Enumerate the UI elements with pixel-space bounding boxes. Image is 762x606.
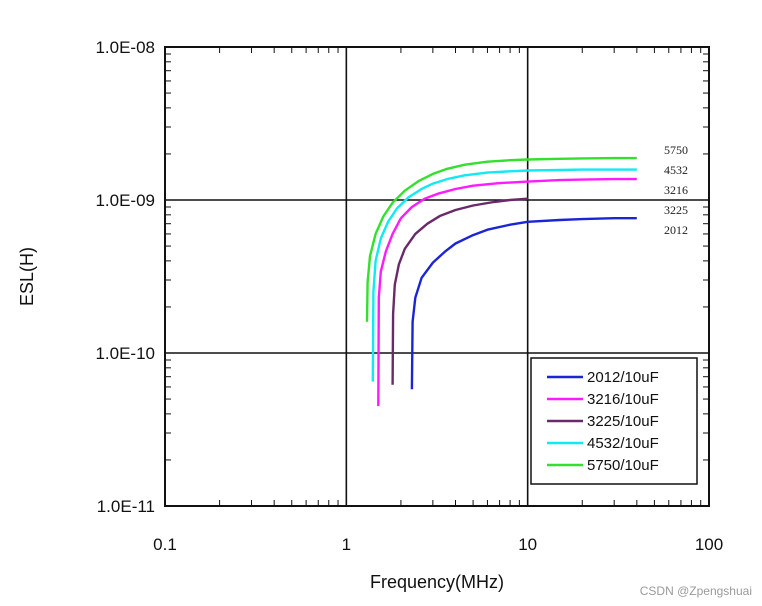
annotation-5750: 5750	[664, 143, 688, 157]
y-tick-label: 1.0E-10	[95, 344, 155, 363]
y-tick-label: 1.0E-08	[95, 38, 155, 57]
grid	[165, 47, 709, 506]
legend: 2012/10uF 3216/10uF 3225/10uF 4532/10uF 5750…	[530, 357, 698, 485]
series-line-3216	[377, 177, 637, 407]
annotation-3225: 3225	[664, 203, 688, 217]
legend-label: 3225/10uF	[587, 413, 659, 430]
legend-label: 2012/10uF	[587, 369, 659, 386]
watermark: CSDN @Zpengshuai	[639, 584, 752, 598]
series-annotations: 5750 4532 3216 3225 2012	[664, 143, 688, 237]
annotation-3216: 3216	[664, 183, 688, 197]
series-line-2012	[410, 216, 637, 390]
legend-label: 4532/10uF	[587, 435, 659, 452]
x-tick-labels: 0.1 1 10 100	[153, 535, 723, 554]
series-line-3225	[391, 197, 528, 385]
x-tick-label: 1	[342, 535, 351, 554]
annotation-2012: 2012	[664, 223, 688, 237]
x-tick-label: 10	[518, 535, 537, 554]
x-axis-label: Frequency(MHz)	[370, 572, 504, 592]
series-line-5750	[365, 156, 637, 322]
y-tick-label: 1.0E-11	[97, 497, 155, 516]
legend-label: 3216/10uF	[587, 391, 659, 408]
x-tick-label: 100	[695, 535, 723, 554]
y-tick-label: 1.0E-09	[95, 191, 155, 210]
legend-label: 5750/10uF	[587, 457, 659, 474]
y-tick-labels: 1.0E-11 1.0E-10 1.0E-09 1.0E-08	[95, 38, 155, 516]
series-lines	[365, 156, 637, 407]
plot-frame	[164, 46, 710, 507]
x-tick-label: 0.1	[153, 535, 177, 554]
y-axis-label: ESL(H)	[17, 247, 37, 306]
annotation-4532: 4532	[664, 163, 688, 177]
series-line-4532	[371, 168, 637, 382]
